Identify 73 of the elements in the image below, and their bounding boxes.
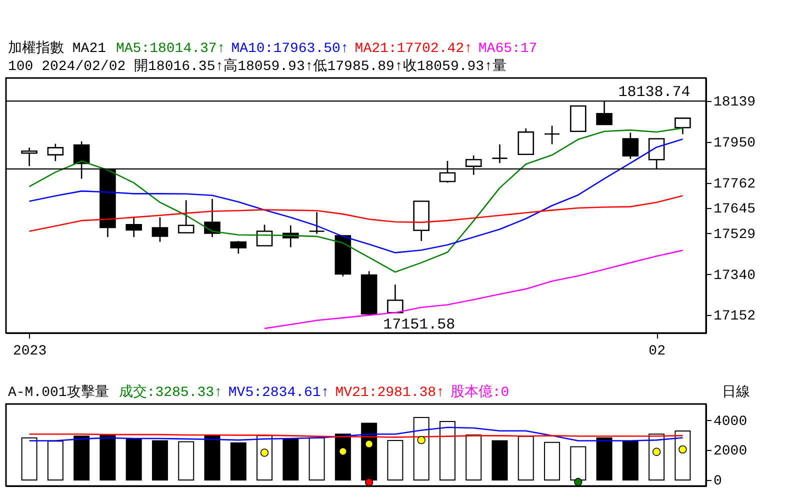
bar	[47, 440, 64, 481]
bar	[282, 438, 299, 481]
y-tick-label: 17762	[714, 176, 756, 192]
y-tick-label: 2000	[714, 444, 748, 460]
bar	[674, 430, 691, 481]
line-series	[28, 426, 684, 442]
bar	[596, 437, 612, 481]
candlestick	[126, 216, 142, 238]
bar	[492, 440, 508, 481]
y-tick-label: 17645	[714, 202, 756, 218]
text: MV5:2834.61↑	[228, 385, 330, 401]
y-tick-label: 17152	[714, 308, 756, 325]
bar	[256, 435, 273, 481]
text: MV21:2981.38↑	[335, 385, 444, 401]
candlestick	[152, 216, 168, 242]
candlestick	[47, 143, 64, 162]
point	[364, 478, 374, 486]
line-series	[28, 195, 684, 232]
bar	[152, 440, 168, 481]
text: MA10:17963.50↑	[231, 41, 349, 57]
point	[260, 448, 269, 457]
bar	[439, 420, 456, 481]
bar	[178, 441, 194, 481]
candlestick	[492, 144, 508, 164]
point	[338, 447, 348, 456]
bar	[126, 438, 142, 481]
x-tick-label: 02	[648, 344, 666, 360]
bar	[622, 440, 638, 481]
chart-title: A-M.001攻擊量	[8, 384, 109, 401]
legend-label: 股本億:0	[450, 384, 510, 401]
bar	[466, 434, 482, 481]
candlestick	[21, 147, 38, 167]
y-tick-label: 17950	[714, 136, 756, 152]
text: MA21:17702.42↑	[354, 41, 472, 57]
y-tick-label: 18139	[714, 94, 756, 111]
candlestick	[178, 200, 194, 234]
point	[574, 478, 582, 486]
bar	[413, 417, 430, 481]
point	[417, 436, 426, 444]
annotation: 18138.74	[618, 84, 690, 102]
bar	[100, 434, 116, 481]
text: 成交:3285.33↑	[118, 384, 222, 401]
bar	[518, 436, 534, 481]
y-tick-label: 17529	[714, 226, 756, 243]
candlestick	[230, 240, 247, 254]
text: 100 2024/02/02 開18016.35↑高18059.93↑低17985.89↑收18059.93↑量	[8, 58, 506, 75]
line-series	[264, 250, 684, 330]
bar	[204, 435, 220, 481]
text: MA65:17	[478, 41, 538, 57]
candlestick	[622, 132, 639, 160]
line-series	[28, 138, 684, 254]
candlestick	[674, 118, 691, 135]
candlestick	[387, 284, 404, 314]
text: 日線	[722, 384, 750, 401]
y-tick-label: 4000	[714, 414, 748, 430]
bar	[308, 437, 325, 481]
candlestick	[544, 125, 560, 145]
point	[652, 448, 661, 456]
x-tick-label: 2023	[12, 344, 47, 360]
bar	[387, 440, 404, 481]
y-tick-label: 0	[714, 474, 722, 490]
point	[364, 440, 374, 448]
chart-title: 加權指數 MA21	[8, 40, 106, 57]
candlestick	[308, 211, 325, 234]
bar	[21, 437, 38, 481]
bar	[230, 442, 246, 481]
candlestick	[518, 128, 534, 156]
point	[678, 445, 687, 454]
annotation: 17151.58	[383, 316, 456, 334]
text: MA5:18014.37↑	[116, 41, 226, 57]
bar	[544, 442, 560, 481]
bar	[74, 436, 90, 481]
y-tick-label: 17340	[714, 268, 756, 284]
